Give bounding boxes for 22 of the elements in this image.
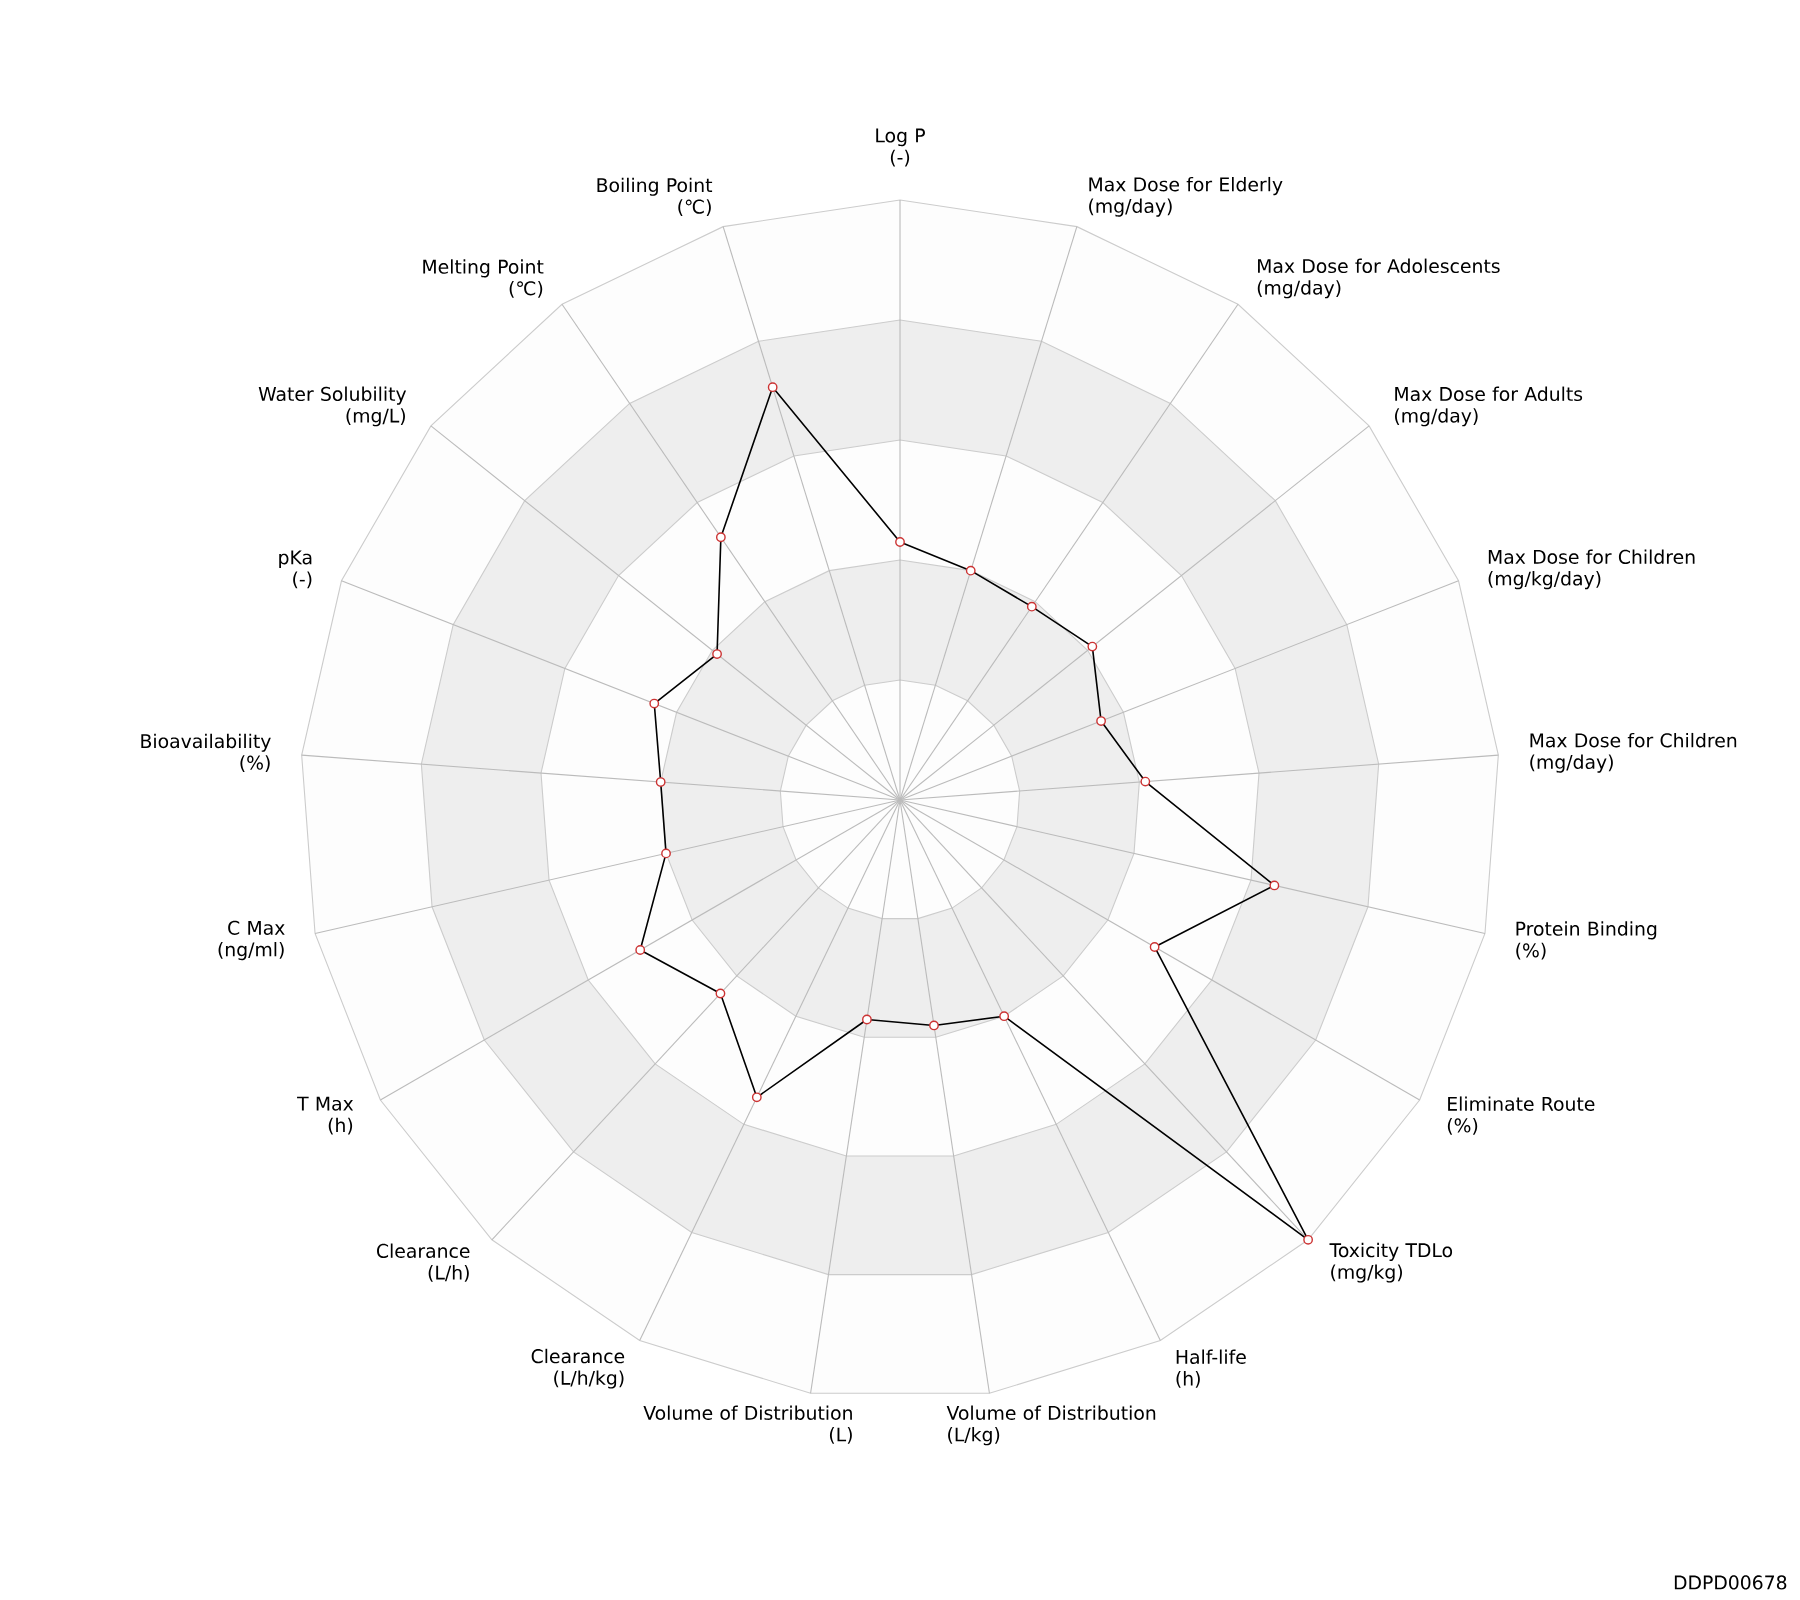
spoke-label: Clearance (L/h/kg) (531, 1348, 625, 1389)
text: DDPD00678 (1674, 1575, 1787, 1590)
spoke-label: Max Dose for Elderly (mg/day) (1089, 176, 1283, 217)
spoke-label: Volume of Distribution (L/kg) (946, 1405, 1156, 1446)
spoke-label: Max Dose for Children (mg/day) (1530, 732, 1737, 773)
spoke-label: Clearance (L/h) (377, 1243, 470, 1282)
spoke-label: Protein Binding (%) (1516, 921, 1657, 960)
spoke-label: Toxicity TDLo (mg/kg) (1329, 1242, 1453, 1283)
spoke-label: Boiling Point (℃) (597, 177, 713, 216)
spoke-label: pKa (-) (279, 550, 312, 589)
spoke-label: Max Dose for Adolescents (mg/day) (1257, 258, 1500, 299)
spoke-label: Log P (-) (876, 128, 925, 167)
spoke-label: Water Solubility (mg/L) (258, 386, 407, 427)
spoke-label: C Max (ng/ml) (218, 920, 285, 961)
spoke-label: Eliminate Route (%) (1447, 1096, 1595, 1135)
spoke-label: Volume of Distribution (L) (643, 1405, 852, 1444)
spoke-label: Melting Point (℃) (423, 259, 544, 298)
spoke-label: Max Dose for Children (mg/kg/day) (1488, 549, 1695, 590)
spoke-label: T Max (h) (297, 1096, 354, 1135)
spoke-label: Half-life (h) (1176, 1349, 1246, 1388)
spoke-label: Max Dose for Adults (mg/day) (1395, 386, 1583, 427)
spoke-label: Bioavailability (%) (141, 733, 271, 772)
